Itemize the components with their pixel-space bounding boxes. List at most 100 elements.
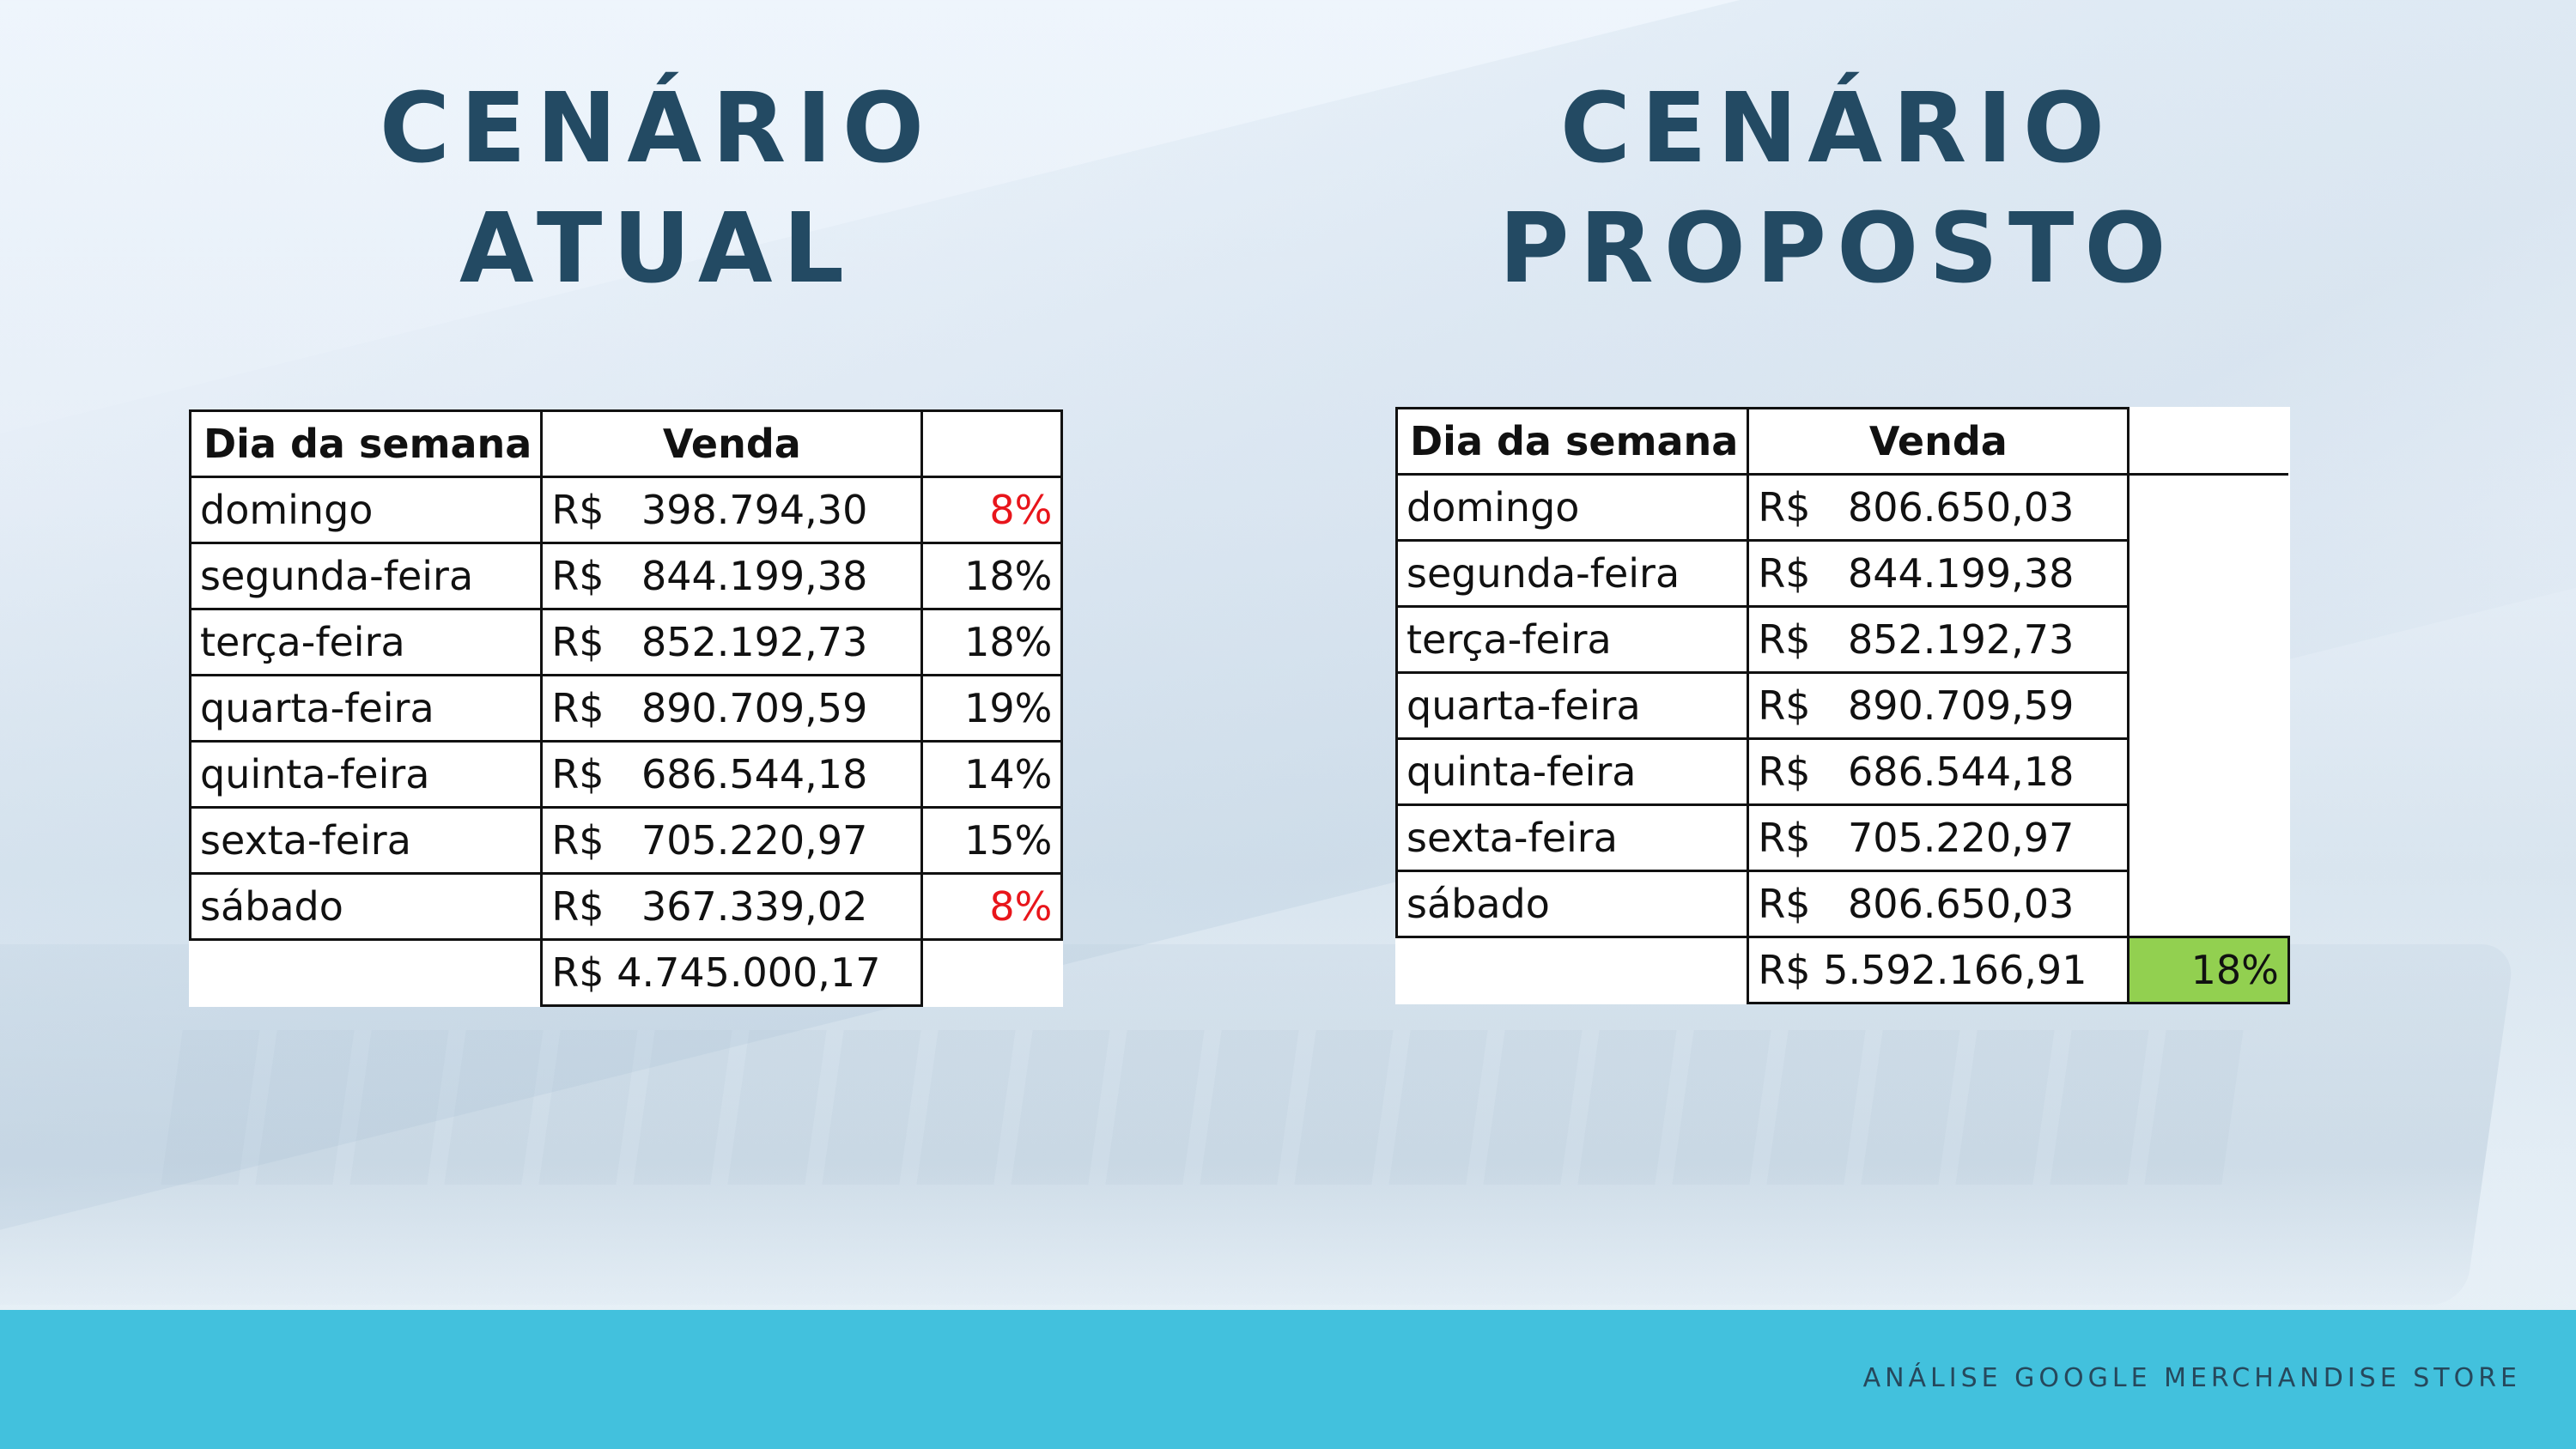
current-sales-table: Dia da semana Venda domingo R$ 398.794,30 8… bbox=[188, 409, 1064, 1007]
proposed-scenario-title-line2: PROPOSTO bbox=[1498, 193, 2177, 305]
currency-symbol: R$ bbox=[551, 751, 605, 797]
total-blank-cell bbox=[1396, 936, 1750, 1003]
sales-amount: 806.650,03 bbox=[1847, 881, 2075, 927]
proposed-scenario-title: CENÁRIO PROPOSTO bbox=[1477, 69, 2198, 309]
sales-amount: 686.544,18 bbox=[1847, 749, 2075, 795]
currency-symbol: R$ bbox=[1758, 484, 1811, 530]
background-keyboard bbox=[161, 1030, 2244, 1185]
table-row: segunda-feira R$ 844.199,38 bbox=[1394, 539, 2289, 608]
currency-symbol: R$ bbox=[551, 619, 605, 665]
percent-cell: 14% bbox=[920, 740, 1064, 809]
sales-cell: R$ 806.650,03 bbox=[1747, 870, 2130, 938]
table-row: domingo R$ 398.794,30 8% bbox=[188, 476, 1064, 544]
sales-amount: 705.220,97 bbox=[1847, 815, 2075, 861]
table-row: domingo R$ 806.650,03 bbox=[1394, 473, 2289, 542]
sales-amount: 806.650,03 bbox=[1847, 484, 2075, 530]
empty-cell bbox=[2127, 804, 2289, 871]
percent-cell: 18% bbox=[920, 542, 1064, 610]
sales-cell: R$ 705.220,97 bbox=[540, 806, 924, 875]
sales-cell: R$ 844.199,38 bbox=[540, 542, 924, 610]
table-row: segunda-feira R$ 844.199,38 18% bbox=[188, 542, 1064, 610]
sales-amount: 686.544,18 bbox=[641, 751, 868, 797]
percent-column-header bbox=[920, 409, 1064, 478]
sales-cell: R$ 398.794,30 bbox=[540, 476, 924, 544]
day-cell: domingo bbox=[188, 476, 544, 544]
empty-cell bbox=[2127, 870, 2289, 937]
current-scenario-title: CENÁRIO ATUAL bbox=[301, 69, 1013, 309]
table-row: terça-feira R$ 852.192,73 bbox=[1394, 605, 2289, 674]
empty-cell bbox=[2127, 738, 2289, 805]
table-row: quinta-feira R$ 686.544,18 14% bbox=[188, 740, 1064, 809]
empty-cell bbox=[2127, 540, 2289, 607]
table-header-row: Dia da semana Venda bbox=[1394, 407, 2289, 476]
total-row: R$ 5.592.166,91 18% bbox=[1396, 936, 2290, 1004]
table-row: quinta-feira R$ 686.544,18 bbox=[1394, 737, 2289, 806]
table-row: sábado R$ 367.339,02 8% bbox=[188, 872, 1064, 941]
proposed-sales-table: Dia da semana Venda domingo R$ 806.650,03 s… bbox=[1394, 407, 2290, 1004]
empty-column-header bbox=[2127, 408, 2289, 476]
sales-amount: 890.709,59 bbox=[1847, 682, 2075, 729]
currency-symbol: R$ bbox=[551, 883, 605, 930]
currency-symbol: R$ bbox=[1758, 616, 1811, 663]
day-cell: terça-feira bbox=[1394, 605, 1750, 674]
percent-cell: 19% bbox=[920, 674, 1064, 743]
sales-cell: R$ 852.192,73 bbox=[540, 608, 924, 676]
currency-symbol: R$ bbox=[551, 817, 605, 864]
day-cell: sexta-feira bbox=[188, 806, 544, 875]
currency-symbol: R$ bbox=[1758, 815, 1811, 861]
current-scenario-title-line1: CENÁRIO bbox=[379, 73, 935, 185]
day-cell: quinta-feira bbox=[188, 740, 544, 809]
day-cell: quinta-feira bbox=[1394, 737, 1750, 806]
sales-cell: R$ 890.709,59 bbox=[1747, 671, 2130, 740]
day-cell: sábado bbox=[188, 872, 544, 941]
currency-symbol: R$ bbox=[1758, 749, 1811, 795]
sales-amount: 398.794,30 bbox=[641, 487, 868, 533]
currency-symbol: R$ bbox=[1758, 550, 1811, 597]
day-cell: sexta-feira bbox=[1394, 803, 1750, 872]
sales-amount: 844.199,38 bbox=[641, 553, 868, 599]
day-cell: terça-feira bbox=[188, 608, 544, 676]
day-cell: sábado bbox=[1394, 870, 1750, 938]
sales-column-header: Venda bbox=[540, 409, 924, 478]
percent-cell: 8% bbox=[920, 872, 1064, 941]
total-blank-cell bbox=[920, 938, 1062, 1006]
table-row: sexta-feira R$ 705.220,97 15% bbox=[188, 806, 1064, 875]
currency-symbol: R$ bbox=[1758, 881, 1811, 927]
percent-cell: 15% bbox=[920, 806, 1064, 875]
currency-symbol: R$ bbox=[551, 487, 605, 533]
currency-symbol: R$ bbox=[1758, 682, 1811, 729]
table-row: quarta-feira R$ 890.709,59 bbox=[1394, 671, 2289, 740]
day-cell: segunda-feira bbox=[188, 542, 544, 610]
proposed-scenario-title-line1: CENÁRIO bbox=[1559, 73, 2116, 185]
sales-amount: 844.199,38 bbox=[1847, 550, 2075, 597]
empty-cell bbox=[2127, 672, 2289, 739]
sales-cell: R$ 686.544,18 bbox=[540, 740, 924, 809]
empty-cell bbox=[2127, 606, 2289, 673]
sales-amount: 705.220,97 bbox=[641, 817, 868, 864]
table-row: sexta-feira R$ 705.220,97 bbox=[1394, 803, 2289, 872]
total-sales-cell: R$ 4.745.000,17 bbox=[540, 938, 924, 1007]
day-cell: domingo bbox=[1394, 473, 1750, 542]
growth-percent-cell: 18% bbox=[2127, 936, 2290, 1004]
sales-column-header: Venda bbox=[1747, 407, 2130, 476]
table-row: quarta-feira R$ 890.709,59 19% bbox=[188, 674, 1064, 743]
percent-cell: 8% bbox=[920, 476, 1064, 544]
total-blank-cell bbox=[190, 938, 544, 1006]
current-scenario-title-line2: ATUAL bbox=[459, 193, 854, 305]
day-cell: quarta-feira bbox=[188, 674, 544, 743]
sales-amount: 852.192,73 bbox=[641, 619, 868, 665]
sales-amount: 852.192,73 bbox=[1847, 616, 2075, 663]
sales-cell: R$ 367.339,02 bbox=[540, 872, 924, 941]
sales-amount: 367.339,02 bbox=[641, 883, 868, 930]
percent-cell: 18% bbox=[920, 608, 1064, 676]
table-header-row: Dia da semana Venda bbox=[188, 409, 1064, 478]
sales-cell: R$ 806.650,03 bbox=[1747, 473, 2130, 542]
sales-cell: R$ 852.192,73 bbox=[1747, 605, 2130, 674]
sales-cell: R$ 705.220,97 bbox=[1747, 803, 2130, 872]
footer-caption: ANÁLISE GOOGLE MERCHANDISE STORE bbox=[1862, 1363, 2521, 1393]
day-column-header: Dia da semana bbox=[1394, 407, 1750, 476]
sales-cell: R$ 890.709,59 bbox=[540, 674, 924, 743]
day-cell: segunda-feira bbox=[1394, 539, 1750, 608]
sales-amount: 890.709,59 bbox=[641, 685, 868, 731]
table-row: terça-feira R$ 852.192,73 18% bbox=[188, 608, 1064, 676]
